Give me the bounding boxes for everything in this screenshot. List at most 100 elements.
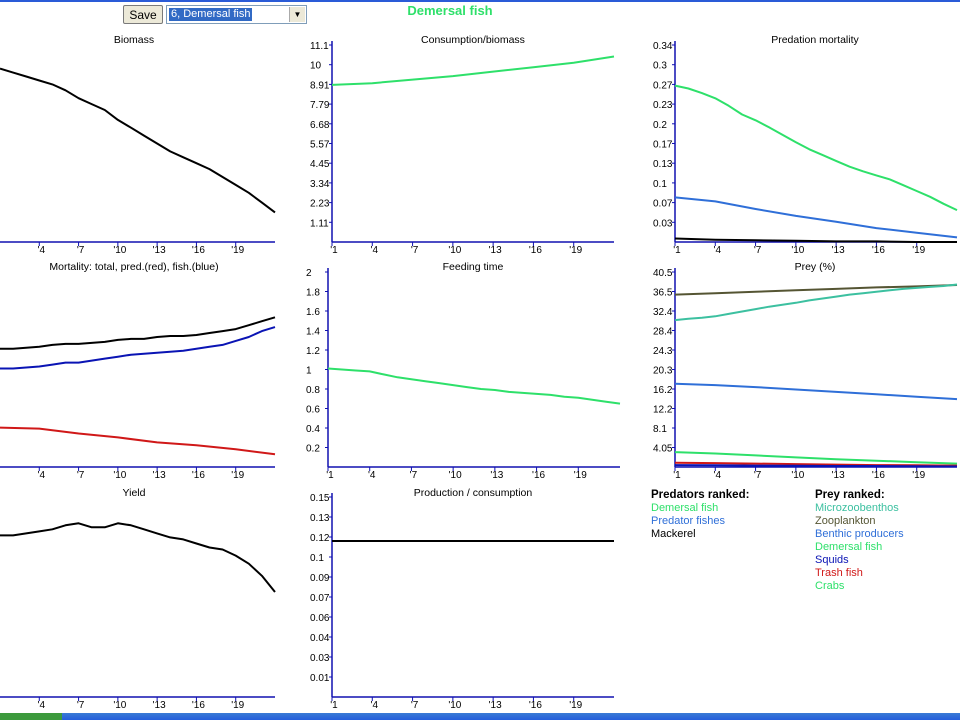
x-tick-label: '10 <box>113 245 126 256</box>
x-tick-label: '16 <box>529 245 542 256</box>
series-line <box>674 284 958 296</box>
y-tick-label: 0.12 <box>310 533 330 544</box>
prey-item: Demersal fish <box>815 541 883 553</box>
chart-title: Predation mortality <box>771 34 859 46</box>
predator-item: Predator fishes <box>651 515 725 527</box>
y-tick-label: 5.57 <box>310 140 330 151</box>
series-line <box>327 367 621 405</box>
x-tick-label: '13 <box>832 470 845 481</box>
x-tick-label: '10 <box>791 470 804 481</box>
x-tick-label: '4 <box>38 470 46 481</box>
taskbar <box>0 713 960 720</box>
y-tick-label: 1.8 <box>306 288 320 299</box>
x-tick-label: '16 <box>532 470 545 481</box>
x-tick-label: '19 <box>569 700 582 711</box>
prey-header: Prey ranked: <box>815 489 885 501</box>
y-tick-label: 1.11 <box>310 218 329 229</box>
y-tick-label: 4.05 <box>653 444 673 455</box>
chart-title: Yield <box>123 487 146 499</box>
y-tick-label: 2 <box>306 268 312 279</box>
x-tick-label: '10 <box>791 245 804 256</box>
series-line <box>674 196 958 239</box>
y-tick-label: 3.34 <box>310 179 330 190</box>
prey-item: Zooplankton <box>815 515 876 527</box>
y-tick-label: 0.04 <box>310 633 330 644</box>
y-tick-label: 1 <box>306 366 312 377</box>
x-tick-label: '1 <box>673 470 681 481</box>
y-tick-label: 0.01 <box>310 673 330 684</box>
x-tick-label: '7 <box>411 245 419 256</box>
x-tick-label: '13 <box>489 700 502 711</box>
y-tick-label: 0.09 <box>310 573 330 584</box>
chart-title: Feeding time <box>443 261 504 273</box>
y-tick-label: 4.45 <box>310 159 330 170</box>
prey-item: Microzoobenthos <box>815 502 899 514</box>
y-tick-label: 8.91 <box>310 80 330 91</box>
y-tick-label: 0.03 <box>653 218 673 229</box>
y-tick-label: 0.06 <box>310 613 330 624</box>
x-tick-label: '16 <box>192 470 205 481</box>
y-tick-label: 0.6 <box>306 405 320 416</box>
x-tick-label: '1 <box>326 470 334 481</box>
chart-title: Mortality: total, pred.(red), fish.(blue… <box>49 261 218 273</box>
y-tick-label: 28.4 <box>653 327 673 338</box>
prey-item: Trash fish <box>815 567 863 579</box>
group-select-value: 6, Demersal fish <box>169 8 253 21</box>
x-tick-label: '16 <box>192 700 205 711</box>
x-tick-label: '7 <box>754 470 762 481</box>
prey-item: Crabs <box>815 580 845 592</box>
x-tick-label: '13 <box>832 245 845 256</box>
x-tick-label: '16 <box>192 245 205 256</box>
y-tick-label: 0.27 <box>653 80 673 91</box>
y-tick-label: 0.15 <box>310 493 330 504</box>
group-title: Demersal fish <box>407 3 493 18</box>
prey-legend: Prey ranked: Microzoobenthos Zooplankton… <box>815 489 904 593</box>
x-tick-label: '13 <box>490 470 503 481</box>
prey-item: Benthic producers <box>815 528 904 540</box>
x-tick-label: '16 <box>529 700 542 711</box>
x-tick-label: '10 <box>448 245 461 256</box>
predators-legend: Predators ranked: Demersal fish Predator… <box>651 489 749 541</box>
x-tick-label: '7 <box>410 470 418 481</box>
y-tick-label: 16.2 <box>653 385 673 396</box>
x-tick-label: '4 <box>371 700 379 711</box>
y-tick-label: 32.4 <box>653 307 673 318</box>
start-button[interactable] <box>0 713 62 720</box>
series-line <box>0 522 276 593</box>
y-tick-label: 0.07 <box>310 593 330 604</box>
y-tick-label: 10 <box>310 61 322 72</box>
x-tick-label: '13 <box>153 700 166 711</box>
x-tick-label: '7 <box>77 700 85 711</box>
y-tick-label: 0.03 <box>310 653 330 664</box>
series-line <box>674 382 958 401</box>
series-line <box>331 55 615 86</box>
x-tick-label: '10 <box>449 470 462 481</box>
prey-item: Squids <box>815 554 849 566</box>
y-tick-label: 0.07 <box>653 199 673 210</box>
chart-title: Prey (%) <box>795 261 836 273</box>
y-tick-label: 0.2 <box>653 120 667 131</box>
x-tick-label: '4 <box>371 245 379 256</box>
x-tick-label: '4 <box>714 470 722 481</box>
x-tick-label: '1 <box>330 245 338 256</box>
y-tick-label: 0.1 <box>310 553 324 564</box>
save-button[interactable]: Save <box>123 5 163 24</box>
y-tick-label: 7.79 <box>310 100 330 111</box>
x-tick-label: '10 <box>448 700 461 711</box>
x-tick-label: '16 <box>872 470 885 481</box>
y-tick-label: 11.1 <box>310 41 329 52</box>
x-tick-label: '7 <box>77 245 85 256</box>
x-tick-label: '19 <box>231 245 244 256</box>
window-top-border <box>0 0 960 2</box>
y-tick-label: 0.17 <box>653 140 673 151</box>
chevron-down-icon[interactable]: ▼ <box>289 7 305 22</box>
y-tick-label: 0.23 <box>653 100 673 111</box>
y-tick-label: 0.1 <box>653 179 667 190</box>
series-line <box>0 67 276 214</box>
x-tick-label: '19 <box>574 470 587 481</box>
chart-title: Consumption/biomass <box>421 34 525 46</box>
group-select[interactable]: 6, Demersal fish ▼ <box>166 5 307 24</box>
x-tick-label: '19 <box>912 470 925 481</box>
y-tick-label: 20.3 <box>653 366 673 377</box>
